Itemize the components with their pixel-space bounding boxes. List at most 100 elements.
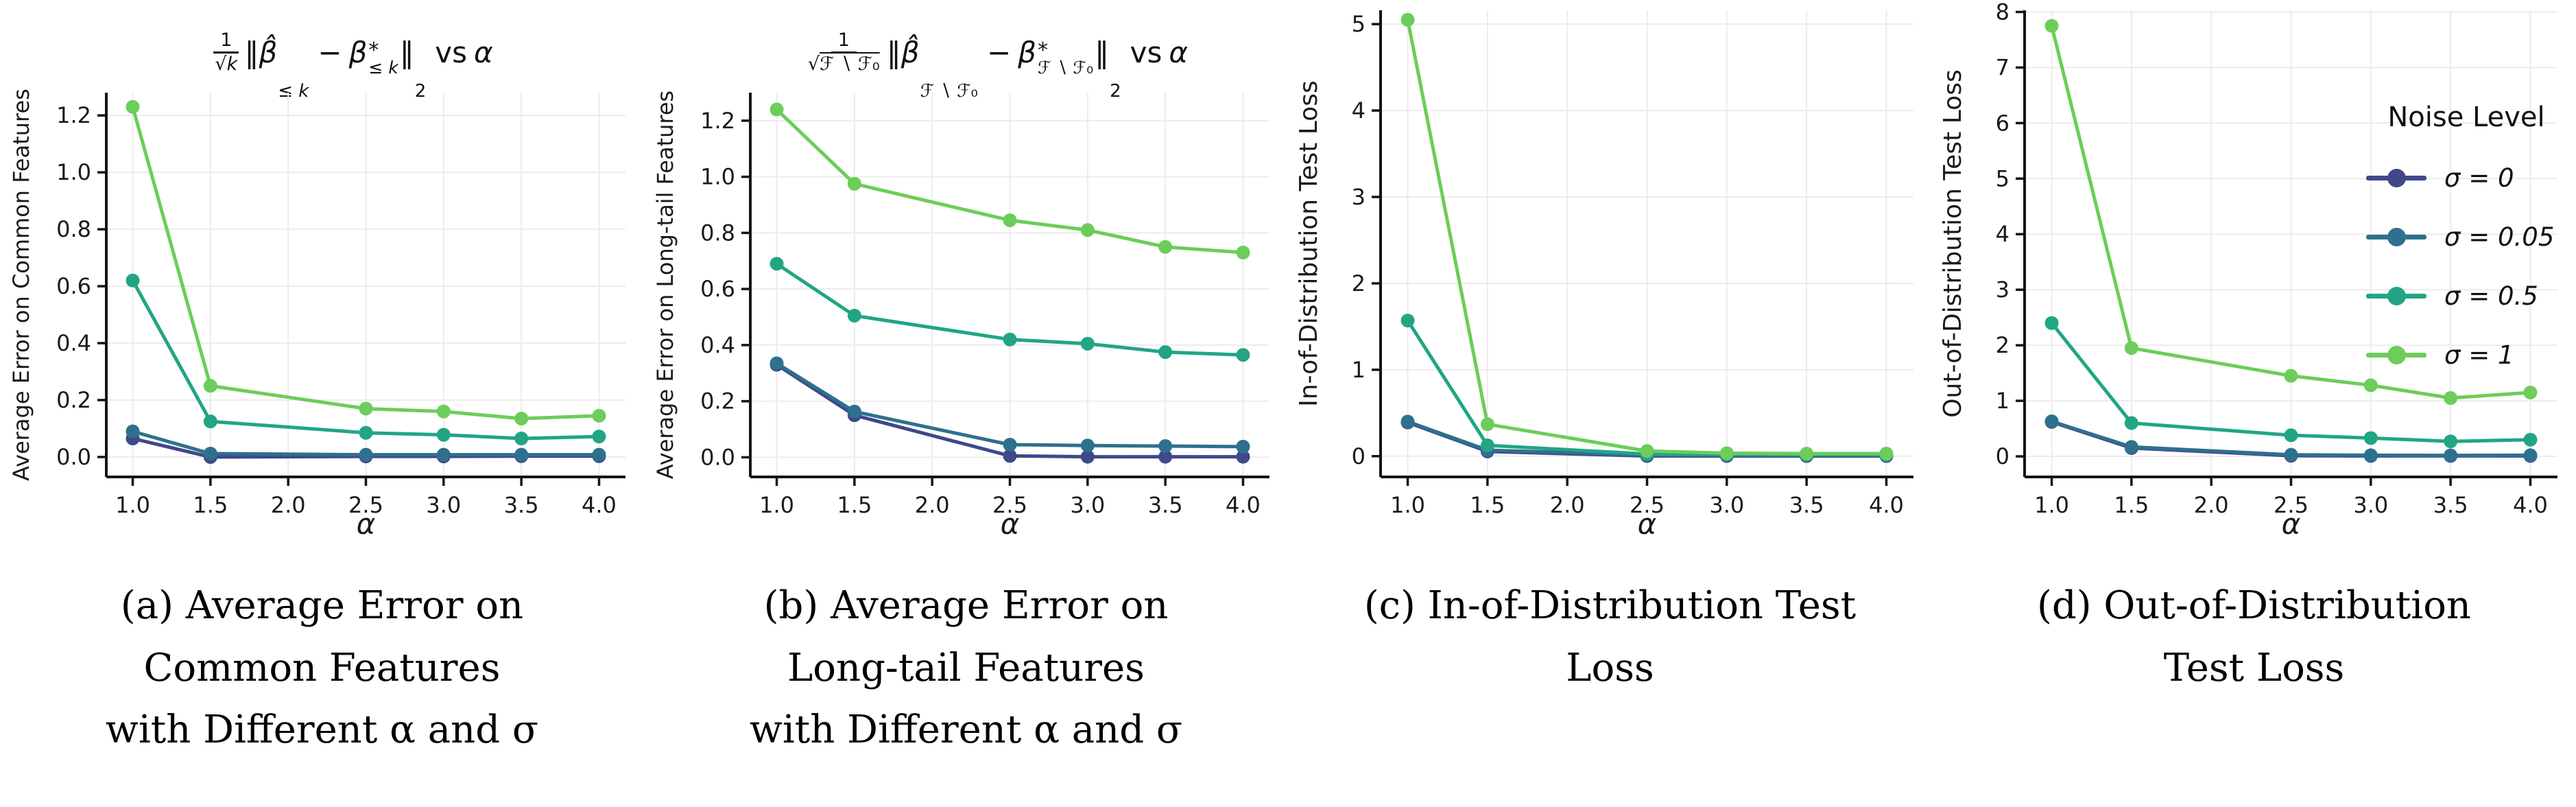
data-point	[592, 408, 606, 423]
x-axis-label: α	[1001, 507, 1020, 541]
y-axis-label: Average Error on Long-tail Features	[652, 91, 678, 479]
x-tick-label: 2.5	[992, 492, 1027, 518]
y-tick-label: 0.4	[56, 330, 91, 356]
y-tick-label: 0.2	[56, 387, 91, 413]
panel-a: 1 √k ‖ β̂ ≤ k − β * ≤ k ‖ 2 vs α 1.0 1.5 2…	[0, 0, 644, 549]
x-tick-label: 2.5	[1630, 492, 1665, 518]
data-point	[1480, 417, 1494, 432]
x-tick-label: 1.0	[115, 492, 150, 518]
data-point	[203, 446, 217, 460]
x-tick-label: 1.0	[759, 492, 794, 518]
y-tick-label: 1.2	[56, 102, 91, 128]
fraction-numerator: 1	[831, 30, 857, 54]
y-tick-label: 0.2	[700, 388, 735, 414]
data-point	[1879, 447, 1894, 460]
data-point	[847, 176, 861, 191]
legend: Noise Level σ = 0 σ = 0.05 σ = 0.5 σ = 1	[2363, 102, 2569, 384]
caption-c: (c) In-of-Distribution Test Loss	[1288, 575, 1932, 699]
plot-svg-b: 1.0 1.5 2.0 2.5 3.0 3.5 4.0 0.0 0.2 0.4 0.6 0.8 1.0 1…	[652, 91, 1269, 541]
data-point	[359, 425, 373, 440]
data-point	[2044, 19, 2059, 33]
y-tick-label: 0	[1996, 443, 2009, 469]
data-point	[1003, 332, 1017, 347]
caption-line: (b) Average Error on	[763, 583, 1169, 628]
x-tick-label: 1.5	[837, 492, 872, 518]
norm-open: ‖	[244, 35, 259, 69]
data-point	[1003, 449, 1017, 463]
x-tick-label: 3.0	[1070, 492, 1105, 518]
minus-sign: −	[986, 35, 1012, 69]
legend-label: σ = 1	[2444, 340, 2514, 370]
data-point	[2444, 391, 2458, 406]
data-point	[436, 428, 451, 442]
caption-a: (a) Average Error on Common Features wit…	[0, 575, 644, 762]
series-line	[2051, 419, 2531, 458]
data-point	[1400, 314, 1415, 328]
series-line	[131, 279, 599, 441]
data-point	[592, 430, 606, 444]
data-point	[1480, 438, 1494, 453]
x-tick-label: 3.0	[426, 492, 461, 518]
minus-sign: −	[318, 35, 342, 69]
data-point	[359, 447, 373, 462]
y-axis-label: Average Error on Common Features	[8, 89, 34, 481]
data-point	[514, 432, 529, 445]
y-tick-label: 4	[1352, 97, 1365, 124]
data-point	[436, 404, 451, 419]
y-tick-label: 8	[1996, 0, 2009, 25]
data-point	[1158, 345, 1173, 360]
beta-hat: β̂	[259, 35, 278, 69]
fraction-denominator: √k	[215, 53, 238, 75]
plot-svg-a: 1.0 1.5 2.0 2.5 3.0 3.5 4.0 0.0 0.2 0.4 0.6 0.8 1.0 1…	[8, 89, 625, 541]
captions-row: (a) Average Error on Common Features wit…	[0, 575, 2576, 762]
data-point	[2124, 440, 2138, 454]
data-point	[126, 100, 140, 114]
y-tick-label: 4	[1996, 221, 2009, 247]
beta-hat: β̂	[901, 35, 920, 69]
x-tick-label: 1.5	[2114, 492, 2149, 518]
y-tick-label: 1	[1352, 357, 1365, 383]
legend-item-sigma-0: σ = 0	[2363, 148, 2569, 207]
data-point	[126, 273, 140, 288]
data-point	[2044, 414, 2059, 429]
fraction-numerator: 1	[213, 30, 239, 54]
x-tick-label: 3.0	[1709, 492, 1744, 518]
y-tick-label: 0.8	[700, 220, 735, 246]
series-line	[1406, 19, 1887, 456]
caption-line: Loss	[1566, 645, 1654, 690]
x-tick-label: 4.0	[2513, 492, 2548, 518]
y-tick-label: 0	[1352, 443, 1365, 469]
data-point	[203, 379, 217, 393]
x-tick-label: 4.0	[1869, 492, 1904, 518]
y-tick-label: 0.6	[56, 273, 91, 299]
data-point	[2363, 378, 2378, 393]
caption-line: with Different α and σ	[105, 707, 539, 753]
data-point	[847, 308, 861, 323]
y-axis-label: Out-of-Distribution Test Loss	[1939, 69, 1967, 417]
legend-title: Noise Level	[2387, 102, 2545, 133]
data-point	[1719, 446, 1734, 460]
data-point	[1080, 438, 1095, 453]
caption-line: with Different α and σ	[749, 707, 1183, 753]
panel-b-title: 1 √ℱ ∖ ℱ₀ ‖ β̂ ℱ ∖ ℱ₀ − β * ℱ ∖ ℱ₀ ‖ 2 v…	[726, 11, 1268, 102]
data-point	[1080, 336, 1095, 351]
beta-star-scripts: * ℱ ∖ ℱ₀	[1037, 38, 1094, 78]
data-point	[2523, 432, 2538, 447]
series-line	[776, 362, 1243, 449]
panel-d: 1.0 1.5 2.0 2.5 3.0 3.5 4.0 0 1 2 3 4 5 6 7 8 α Out-of-Di…	[1932, 0, 2576, 549]
legend-dot-icon	[2387, 168, 2406, 187]
data-point	[2124, 341, 2138, 355]
data-point	[2523, 385, 2538, 399]
fraction-denominator: √ℱ ∖ ℱ₀	[807, 53, 880, 75]
x-tick-label: 3.5	[1789, 492, 1824, 518]
alpha-symbol: α	[1169, 35, 1189, 69]
legend-label: σ = 0	[2444, 163, 2514, 193]
beta-star-scripts: * ≤ k	[368, 38, 398, 78]
plot-svg-c: 1.0 1.5 2.0 2.5 3.0 3.5 4.0 0 1 2 3 4 5 α In-of-Distri…	[1295, 10, 1913, 541]
data-point	[1400, 414, 1415, 429]
legend-dot-icon	[2387, 345, 2406, 364]
legend-item-sigma-05: σ = 0.5	[2363, 266, 2569, 325]
caption-b: (b) Average Error on Long-tail Features …	[644, 575, 1288, 762]
data-point	[1158, 239, 1173, 254]
